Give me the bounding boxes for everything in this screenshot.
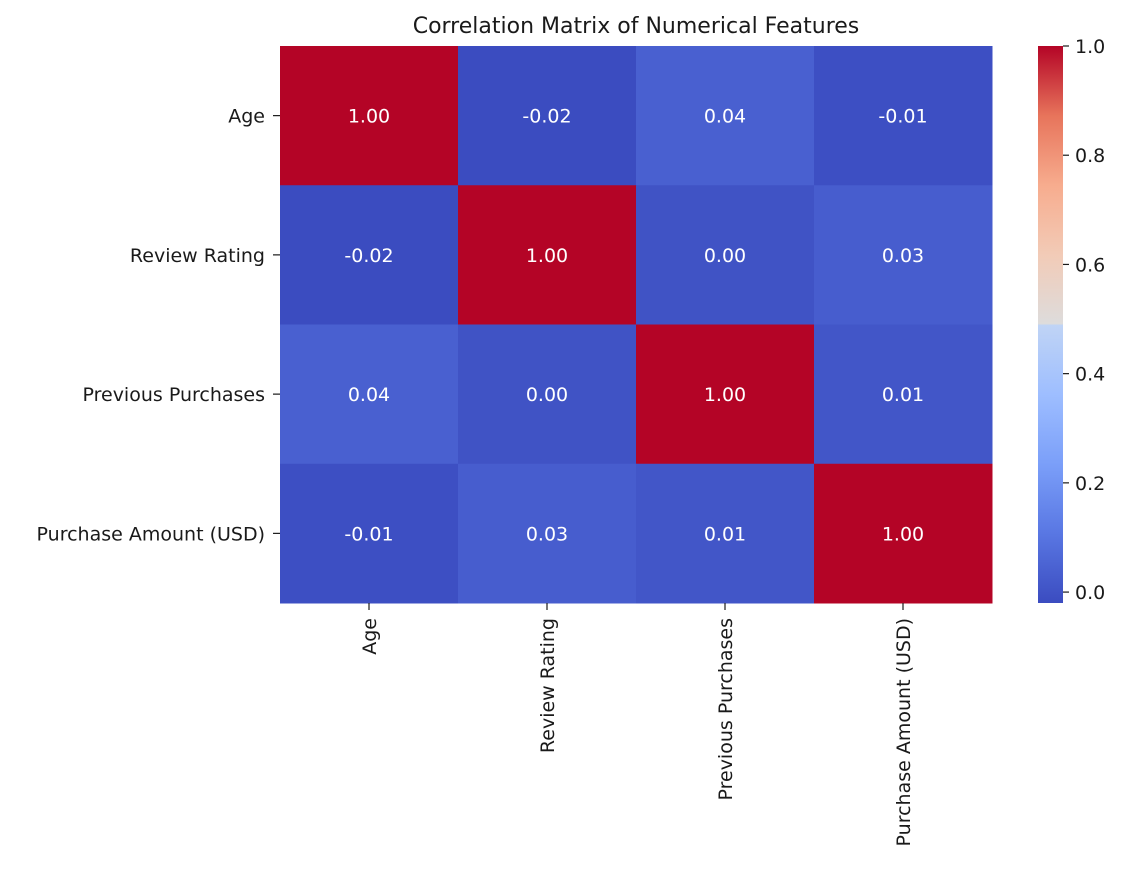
x-tick-label: Review Rating [537, 618, 559, 753]
heatmap-cell [636, 324, 815, 465]
cell-annotation: 1.00 [526, 245, 568, 267]
heatmap-cell [814, 324, 993, 465]
y-tick-label: Review Rating [130, 245, 265, 267]
cell-annotation: 1.00 [348, 106, 390, 128]
cell-annotation: 0.01 [704, 523, 746, 545]
cell-annotation: 0.00 [526, 384, 568, 406]
x-tick-label: Previous Purchases [715, 618, 737, 801]
colorbar-tick-label: 0.2 [1075, 473, 1105, 495]
heatmap-cell [458, 185, 637, 325]
cell-annotation: -0.02 [522, 106, 571, 128]
colorbar [1038, 46, 1063, 603]
cell-annotation: 0.03 [882, 245, 924, 267]
heatmap-cell [280, 463, 459, 604]
colorbar-tick-label: 0.6 [1075, 254, 1105, 276]
cell-annotation: 0.03 [526, 523, 568, 545]
cell-annotations: 1.00 -0.02 0.04 -0.01 -0.02 1.00 0.00 0.03 0.04 0… [344, 106, 927, 546]
heatmap-cell [280, 324, 459, 465]
colorbar-tick-label: 0.8 [1075, 145, 1105, 167]
cell-annotation: 0.04 [704, 106, 746, 128]
colorbar-tick-label: 1.0 [1075, 36, 1105, 58]
y-tick-label: Age [228, 106, 265, 128]
cell-annotation: 0.04 [348, 384, 390, 406]
heatmap-cell [814, 185, 993, 325]
heatmap-cell [636, 463, 815, 604]
cell-annotation: 1.00 [704, 384, 746, 406]
y-axis-ticks: Age Review Rating Previous Purchases Purcha… [37, 106, 280, 545]
heatmap-cell [814, 46, 993, 186]
heatmap-cell [458, 46, 637, 186]
x-axis-ticks: Age Review Rating Previous Purchases Purcha… [359, 603, 915, 846]
x-tick-label: Purchase Amount (USD) [893, 618, 915, 846]
cell-annotation: 1.00 [882, 523, 924, 545]
chart-title: Correlation Matrix of Numerical Features [413, 14, 860, 39]
cell-annotation: 0.00 [704, 245, 746, 267]
cell-annotation: -0.01 [878, 106, 927, 128]
cell-annotation: -0.01 [344, 523, 393, 545]
cell-annotation: -0.02 [344, 245, 393, 267]
x-tick-label: Age [359, 618, 381, 655]
heatmap-cell [636, 185, 815, 325]
heatmap-cell [280, 185, 459, 325]
y-tick-label: Purchase Amount (USD) [37, 523, 265, 545]
heatmap-cell [280, 46, 459, 186]
colorbar-tick-label: 0.4 [1075, 364, 1105, 386]
cell-annotation: 0.01 [882, 384, 924, 406]
heatmap-cell [814, 463, 993, 604]
heatmap-cell [458, 324, 637, 465]
heatmap-cells [280, 46, 993, 604]
y-tick-label: Previous Purchases [82, 384, 265, 406]
heatmap-cell [458, 463, 637, 604]
colorbar-ticks: 0.0 0.2 0.4 0.6 0.8 1.0 [1063, 36, 1105, 604]
heatmap-cell [636, 46, 815, 186]
colorbar-tick-label: 0.0 [1075, 582, 1105, 604]
